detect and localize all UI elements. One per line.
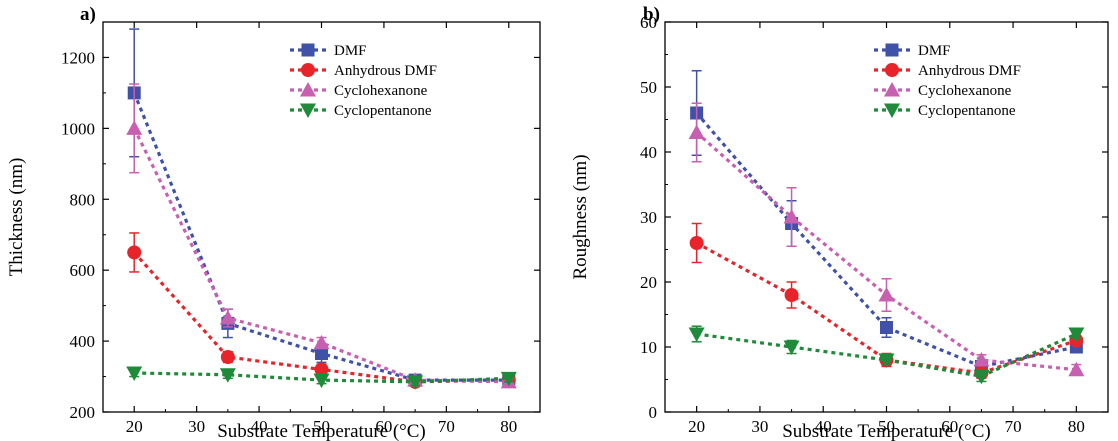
data-point bbox=[688, 327, 705, 342]
data-point bbox=[973, 369, 990, 385]
data-point bbox=[880, 321, 893, 334]
legend-marker bbox=[301, 43, 315, 57]
y-tick-label: 60 bbox=[640, 13, 657, 32]
panel-label: a) bbox=[80, 4, 96, 25]
data-point bbox=[688, 124, 705, 139]
y-tick-label: 30 bbox=[640, 208, 657, 227]
legend-marker bbox=[885, 43, 899, 57]
data-point bbox=[219, 310, 236, 325]
x-tick-label: 70 bbox=[1005, 417, 1022, 436]
data-point bbox=[784, 288, 799, 302]
legend: DMF Anhydrous DMF Cyclohexanone Cyclopentan… bbox=[290, 43, 437, 119]
x-tick-label: 30 bbox=[188, 417, 205, 436]
data-point bbox=[689, 236, 704, 250]
y-tick-label: 200 bbox=[70, 403, 96, 422]
legend-marker bbox=[884, 82, 900, 97]
data-point bbox=[315, 347, 328, 360]
y-tick-label: 20 bbox=[640, 273, 657, 292]
legend-marker bbox=[884, 103, 900, 118]
x-tick-label: 80 bbox=[500, 417, 517, 436]
panel-label: b) bbox=[643, 4, 660, 25]
legend-marker bbox=[885, 63, 899, 77]
series-line bbox=[695, 111, 1077, 369]
y-tick-label: 400 bbox=[70, 332, 96, 351]
y-tick-label: 1000 bbox=[61, 119, 95, 138]
data-point bbox=[127, 245, 142, 260]
series-cyclohexanone bbox=[688, 102, 1085, 377]
data-point bbox=[783, 209, 800, 224]
y-tick-label: 0 bbox=[649, 403, 658, 422]
series-line bbox=[696, 332, 1078, 378]
y-axis-title: Thickness (nm) bbox=[6, 158, 27, 277]
data-point bbox=[973, 352, 990, 367]
x-tick-label: 60 bbox=[941, 417, 958, 436]
x-tick-label: 80 bbox=[1068, 417, 1085, 436]
data-point bbox=[126, 366, 143, 381]
legend-label: Anhydrous DMF bbox=[918, 63, 1021, 79]
data-point bbox=[500, 371, 517, 387]
y-tick-label: 1200 bbox=[61, 48, 95, 67]
x-tick-label: 60 bbox=[375, 417, 392, 436]
x-tick-label: 30 bbox=[751, 417, 768, 436]
series-cyclopentanone bbox=[688, 325, 1085, 385]
legend-label: Cyclohexanone bbox=[918, 83, 1012, 99]
data-point bbox=[314, 362, 329, 377]
data-point bbox=[126, 120, 143, 135]
y-tick-label: 50 bbox=[640, 78, 657, 97]
y-tick-label: 800 bbox=[70, 190, 96, 209]
legend-label: Cyclopentanone bbox=[334, 103, 432, 119]
x-tick-label: 50 bbox=[878, 417, 895, 436]
data-point bbox=[220, 350, 235, 365]
legend: DMF Anhydrous DMF Cyclohexanone Cyclopentan… bbox=[874, 43, 1021, 119]
legend-marker bbox=[301, 63, 315, 77]
y-axis-title: Roughness (nm) bbox=[570, 154, 591, 279]
x-axis-title: Substrate Temperature (°C) bbox=[782, 421, 991, 441]
x-tick-label: 50 bbox=[313, 417, 330, 436]
series-cyclopentanone bbox=[126, 366, 517, 390]
data-point bbox=[783, 340, 800, 355]
x-tick-label: 40 bbox=[815, 417, 832, 436]
data-point bbox=[313, 334, 330, 350]
data-point bbox=[878, 353, 895, 368]
data-point bbox=[1068, 327, 1085, 342]
series-dmf bbox=[690, 70, 1083, 373]
legend-label: DMF bbox=[918, 43, 951, 59]
x-tick-label: 70 bbox=[438, 417, 455, 436]
y-tick-label: 10 bbox=[640, 338, 657, 357]
x-tick-label: 20 bbox=[688, 417, 705, 436]
legend-label: Anhydrous DMF bbox=[334, 63, 437, 79]
series-anhydrous-dmf bbox=[127, 232, 516, 389]
legend-marker bbox=[300, 82, 316, 97]
x-tick-label: 20 bbox=[126, 417, 143, 436]
series-dmf bbox=[127, 28, 516, 387]
data-point bbox=[1068, 361, 1085, 377]
legend-marker bbox=[300, 103, 316, 118]
series-cyclohexanone bbox=[126, 83, 517, 389]
data-point bbox=[878, 287, 895, 302]
data-point bbox=[219, 368, 236, 383]
y-tick-label: 600 bbox=[70, 261, 96, 280]
data-point bbox=[313, 373, 330, 389]
data-point bbox=[407, 375, 424, 390]
x-tick-label: 40 bbox=[251, 417, 268, 436]
x-axis-title: Substrate Temperature (°C) bbox=[217, 421, 426, 441]
y-tick-label: 40 bbox=[640, 143, 657, 162]
legend-label: Cyclohexanone bbox=[334, 83, 428, 99]
chart-panel-a: a) 20 30 40 50 60 70 80 200 400 600 800 1000 1200 Subs… bbox=[6, 4, 541, 441]
legend-label: DMF bbox=[334, 43, 367, 59]
legend-label: Cyclopentanone bbox=[918, 103, 1016, 119]
